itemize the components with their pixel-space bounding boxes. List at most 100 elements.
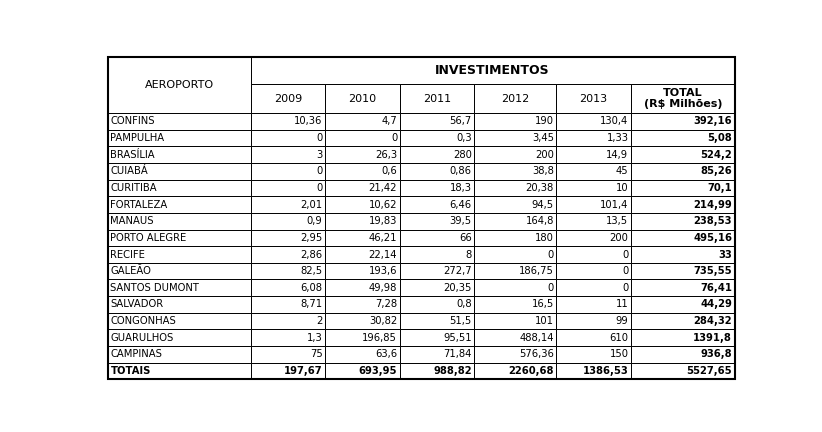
- Text: 2260,68: 2260,68: [508, 366, 554, 376]
- Text: 5527,65: 5527,65: [686, 366, 732, 376]
- Bar: [631, 213, 735, 229]
- Text: 38,8: 38,8: [532, 166, 554, 176]
- Text: 0,86: 0,86: [450, 166, 472, 176]
- Text: 2009: 2009: [274, 94, 302, 104]
- Bar: [474, 313, 556, 330]
- Text: 33: 33: [718, 250, 732, 260]
- Bar: [556, 130, 631, 146]
- Bar: [326, 296, 399, 313]
- Text: 280: 280: [453, 149, 472, 159]
- Bar: [399, 246, 474, 263]
- Bar: [631, 146, 735, 163]
- Text: 193,6: 193,6: [368, 266, 397, 276]
- Text: 101: 101: [535, 316, 554, 326]
- Bar: [474, 85, 556, 113]
- Bar: [251, 180, 326, 196]
- Bar: [474, 113, 556, 130]
- Text: RECIFE: RECIFE: [110, 250, 145, 260]
- Bar: [399, 113, 474, 130]
- Bar: [108, 213, 251, 229]
- Text: 200: 200: [535, 149, 554, 159]
- Text: 488,14: 488,14: [520, 333, 554, 343]
- Bar: [251, 57, 735, 85]
- Bar: [631, 113, 735, 130]
- Bar: [326, 280, 399, 296]
- Bar: [399, 280, 474, 296]
- Text: 71,84: 71,84: [443, 349, 472, 359]
- Text: 0: 0: [622, 250, 628, 260]
- Bar: [474, 330, 556, 346]
- Text: 8: 8: [465, 250, 472, 260]
- Text: 190: 190: [535, 116, 554, 126]
- Bar: [108, 196, 251, 213]
- Bar: [556, 330, 631, 346]
- Text: SANTOS DUMONT: SANTOS DUMONT: [110, 283, 199, 293]
- Bar: [631, 196, 735, 213]
- Text: 3: 3: [316, 149, 322, 159]
- Bar: [251, 363, 326, 379]
- Bar: [399, 296, 474, 313]
- Text: 44,29: 44,29: [700, 299, 732, 309]
- Text: 10: 10: [616, 183, 628, 193]
- Text: 272,7: 272,7: [443, 266, 472, 276]
- Bar: [399, 313, 474, 330]
- Bar: [474, 213, 556, 229]
- Text: 1391,8: 1391,8: [693, 333, 732, 343]
- Text: CONGONHAS: CONGONHAS: [110, 316, 176, 326]
- Text: INVESTIMENTOS: INVESTIMENTOS: [436, 64, 550, 77]
- Bar: [556, 263, 631, 280]
- Bar: [251, 196, 326, 213]
- Bar: [474, 196, 556, 213]
- Bar: [326, 146, 399, 163]
- Text: 101,4: 101,4: [600, 200, 628, 210]
- Bar: [108, 296, 251, 313]
- Bar: [631, 130, 735, 146]
- Text: 0,8: 0,8: [456, 299, 472, 309]
- Bar: [631, 363, 735, 379]
- Bar: [326, 363, 399, 379]
- Text: 3,45: 3,45: [532, 133, 554, 143]
- Bar: [474, 180, 556, 196]
- Text: 0: 0: [316, 183, 322, 193]
- Text: 2013: 2013: [580, 94, 607, 104]
- Bar: [108, 163, 251, 180]
- Bar: [108, 146, 251, 163]
- Bar: [474, 280, 556, 296]
- Text: 94,5: 94,5: [532, 200, 554, 210]
- Text: 63,6: 63,6: [375, 349, 397, 359]
- Text: 2,01: 2,01: [301, 200, 322, 210]
- Text: 4,7: 4,7: [381, 116, 397, 126]
- Text: 936,8: 936,8: [700, 349, 732, 359]
- Text: TOTAL
(R$ Milhões): TOTAL (R$ Milhões): [644, 88, 722, 109]
- Text: 8,71: 8,71: [301, 299, 322, 309]
- Bar: [251, 263, 326, 280]
- Bar: [251, 213, 326, 229]
- Bar: [556, 85, 631, 113]
- Text: 576,36: 576,36: [519, 349, 554, 359]
- Bar: [556, 196, 631, 213]
- Text: 39,5: 39,5: [450, 216, 472, 226]
- Bar: [474, 296, 556, 313]
- Bar: [251, 113, 326, 130]
- Bar: [399, 346, 474, 363]
- Bar: [251, 163, 326, 180]
- Bar: [108, 330, 251, 346]
- Text: 82,5: 82,5: [301, 266, 322, 276]
- Bar: [108, 57, 251, 113]
- Text: 13,5: 13,5: [607, 216, 628, 226]
- Text: CONFINS: CONFINS: [110, 116, 155, 126]
- Bar: [326, 346, 399, 363]
- Bar: [399, 130, 474, 146]
- Text: 197,67: 197,67: [284, 366, 322, 376]
- Text: 2: 2: [316, 316, 322, 326]
- Text: 76,41: 76,41: [700, 283, 732, 293]
- Text: 95,51: 95,51: [443, 333, 472, 343]
- Text: PORTO ALEGRE: PORTO ALEGRE: [110, 233, 187, 243]
- Text: SALVADOR: SALVADOR: [110, 299, 164, 309]
- Text: BRASÍLIA: BRASÍLIA: [110, 149, 155, 159]
- Text: AEROPORTO: AEROPORTO: [145, 80, 214, 90]
- Bar: [556, 113, 631, 130]
- Text: 2,95: 2,95: [300, 233, 322, 243]
- Bar: [556, 280, 631, 296]
- Bar: [326, 313, 399, 330]
